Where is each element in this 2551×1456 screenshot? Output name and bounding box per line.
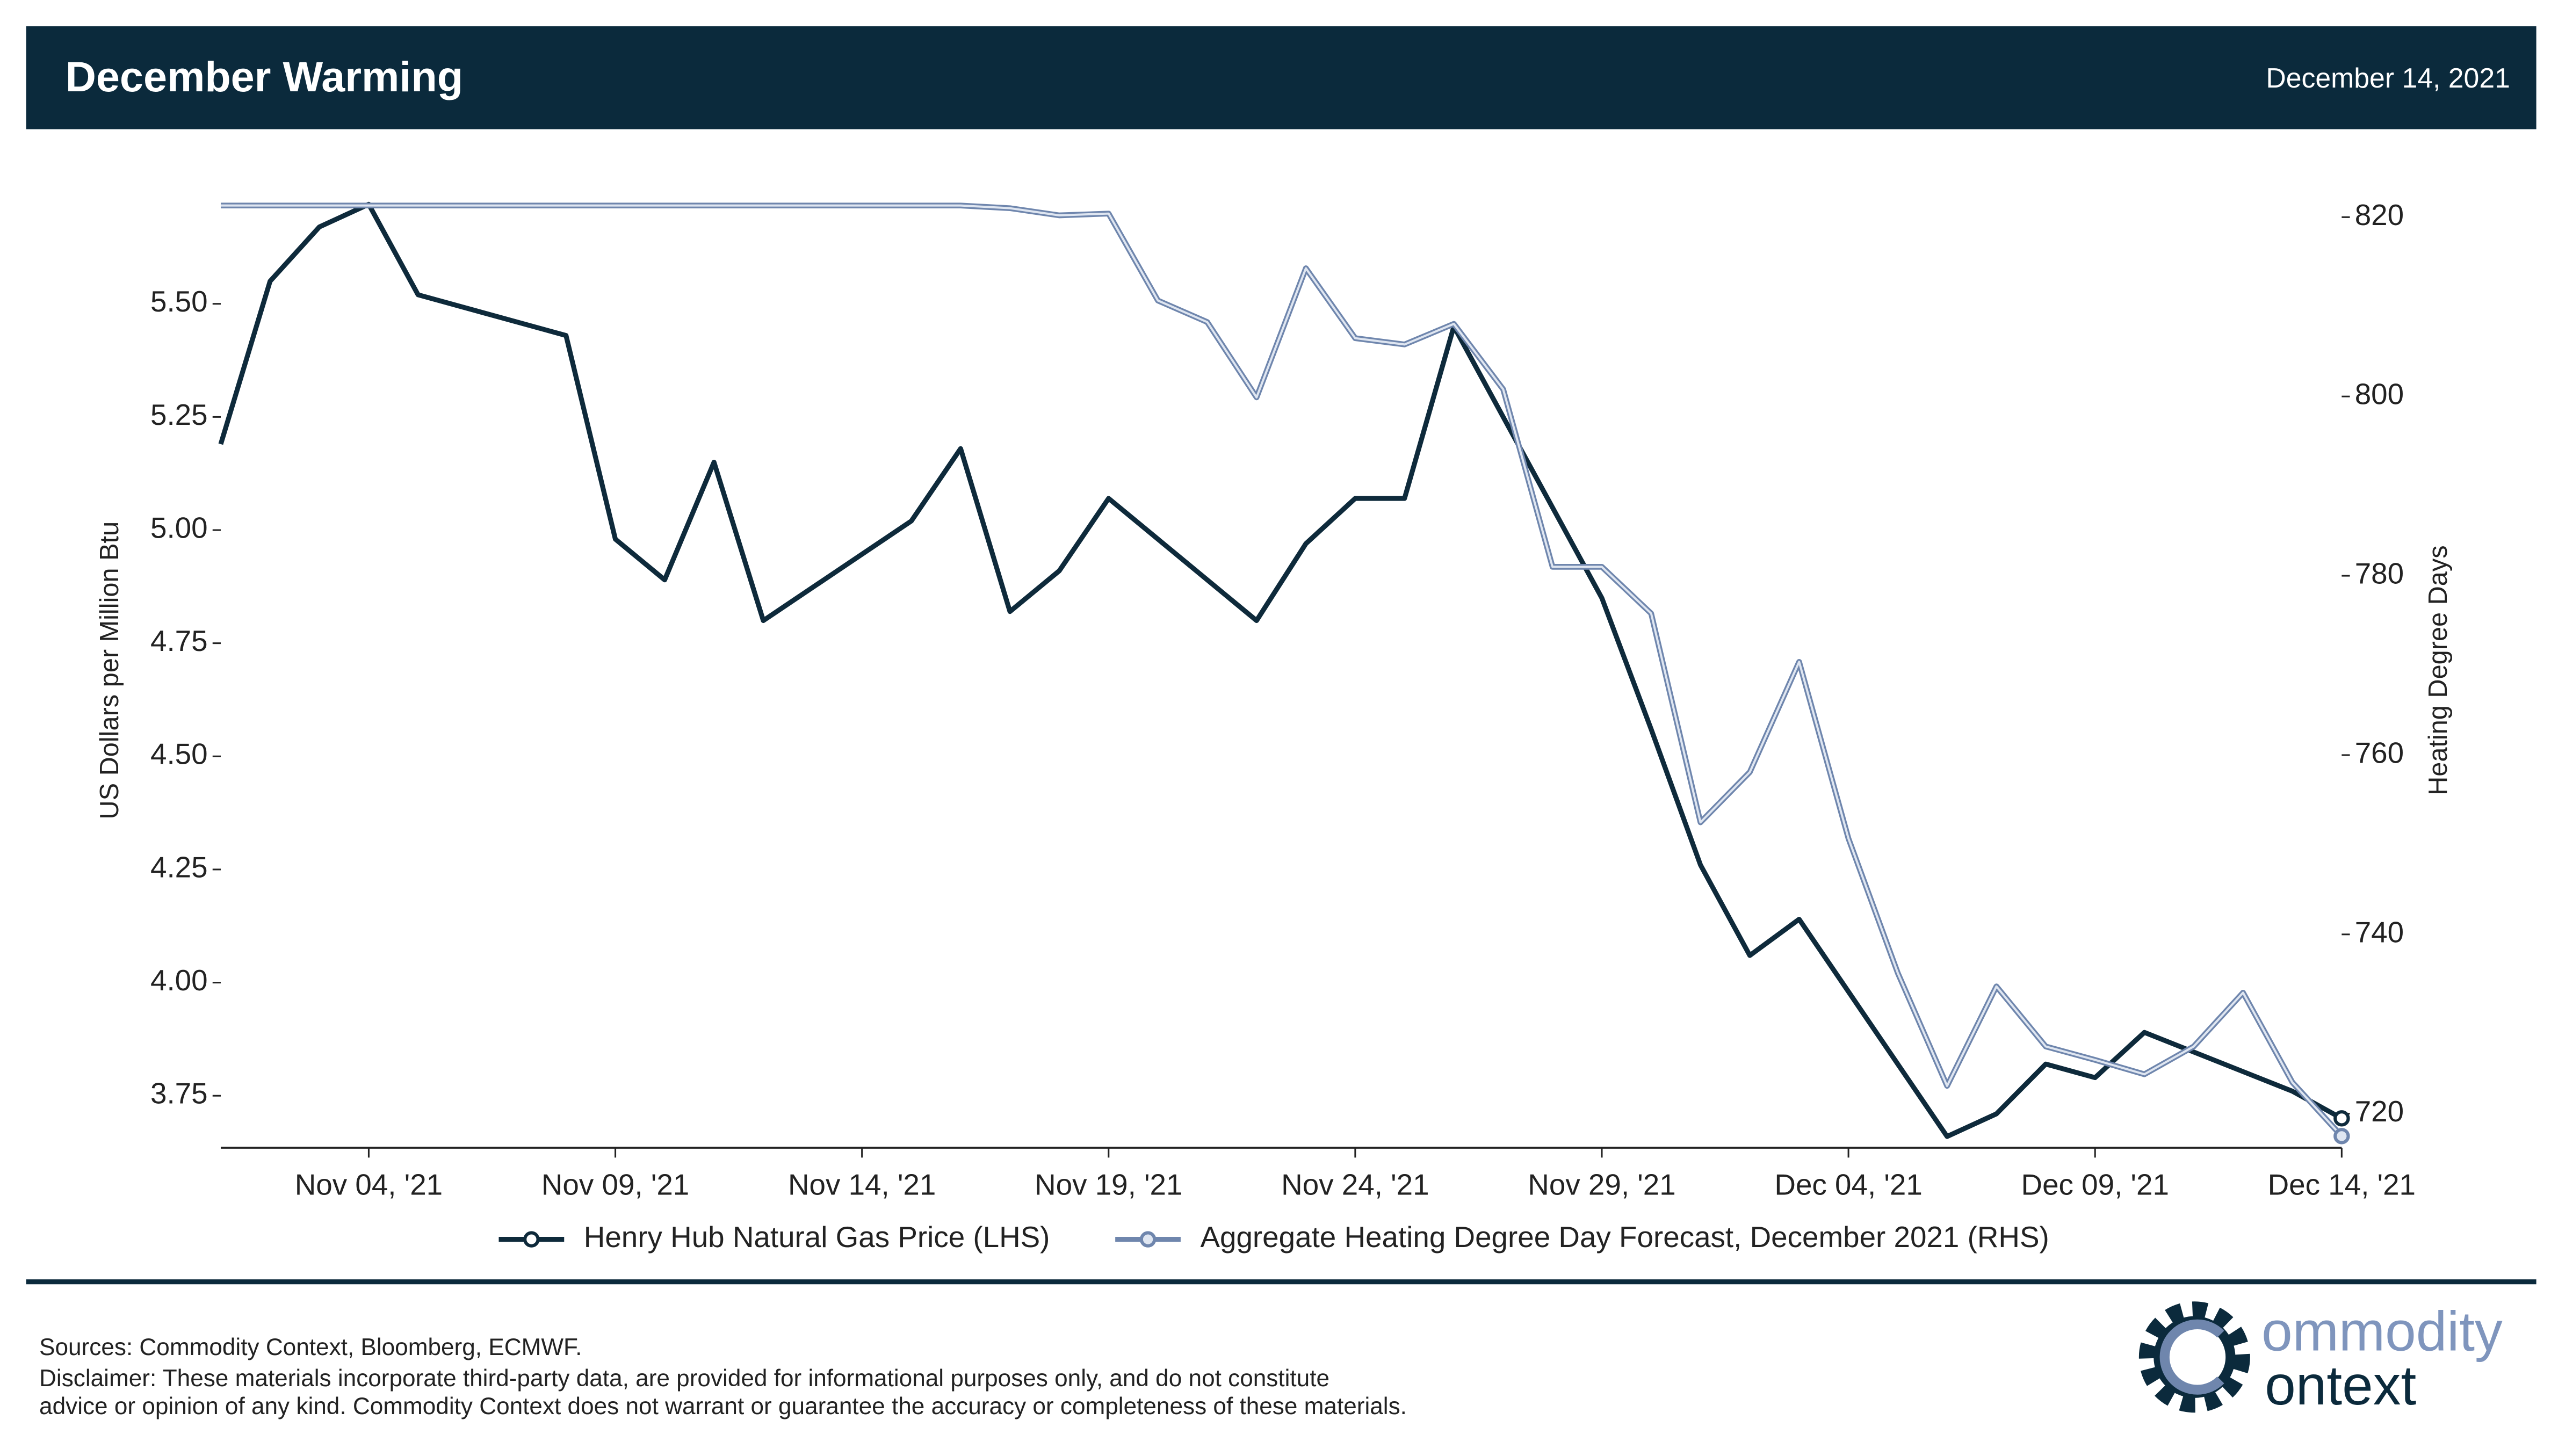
x-tick-label: Nov 24, '21 <box>1281 1168 1429 1201</box>
chart-title: December Warming <box>66 53 463 100</box>
logo-gear <box>2138 1301 2250 1413</box>
y2-tick-label: 800 <box>2355 378 2404 411</box>
legend-label: Aggregate Heating Degree Day Forecast, D… <box>1200 1220 2049 1254</box>
y2-axis-label: Heating Degree Days <box>2424 545 2453 795</box>
y-tick-label: 3.75 <box>150 1077 208 1110</box>
logo-text: ontext <box>2265 1354 2416 1416</box>
x-tick-label: Nov 14, '21 <box>788 1168 936 1201</box>
legend-marker <box>1139 1231 1157 1248</box>
y2-tick-label: 820 <box>2355 198 2404 231</box>
series-line <box>218 201 2343 1139</box>
end-marker <box>2333 1110 2350 1127</box>
x-tick-label: Nov 29, '21 <box>1528 1168 1675 1201</box>
x-tick-label: Dec 09, '21 <box>2021 1168 2169 1201</box>
y-tick-label: 4.50 <box>150 737 208 771</box>
header-bar <box>26 26 2536 129</box>
x-tick-label: Dec 04, '21 <box>1774 1168 1922 1201</box>
y2-tick-label: 720 <box>2355 1095 2404 1128</box>
y-tick-label: 4.25 <box>150 850 208 883</box>
header-date: December 14, 2021 <box>2266 62 2510 93</box>
x-tick-label: Nov 04, '21 <box>295 1168 443 1201</box>
y2-tick-label: 740 <box>2355 915 2404 948</box>
y-tick-label: 4.75 <box>150 624 208 657</box>
end-marker <box>2333 1128 2350 1144</box>
x-tick-label: Dec 14, '21 <box>2268 1168 2416 1201</box>
y2-tick-label: 760 <box>2355 736 2404 769</box>
disclaimer: Disclaimer: These materials incorporate … <box>39 1365 1329 1392</box>
y-tick-label: 5.00 <box>150 511 208 544</box>
legend-label: Henry Hub Natural Gas Price (LHS) <box>584 1220 1050 1254</box>
y-tick-label: 5.50 <box>150 285 208 318</box>
y-tick-label: 4.00 <box>150 964 208 997</box>
x-tick-label: Nov 09, '21 <box>541 1168 689 1201</box>
y-axis-label: US Dollars per Million Btu <box>95 521 124 820</box>
logo: ommodity ontext <box>2138 1300 2503 1416</box>
series-line <box>220 202 2344 1139</box>
sources: Sources: Commodity Context, Bloomberg, E… <box>39 1334 582 1360</box>
logo-c <box>2159 1319 2224 1395</box>
x-tick-label: Nov 19, '21 <box>1035 1168 1182 1201</box>
legend-marker <box>523 1231 540 1248</box>
y2-tick-label: 780 <box>2355 557 2404 590</box>
y-tick-label: 5.25 <box>150 398 208 431</box>
disclaimer: advice or opinion of any kind. Commodity… <box>39 1393 1407 1419</box>
series-line-highlight <box>220 204 2343 1137</box>
logo-text: ommodity <box>2261 1300 2503 1363</box>
